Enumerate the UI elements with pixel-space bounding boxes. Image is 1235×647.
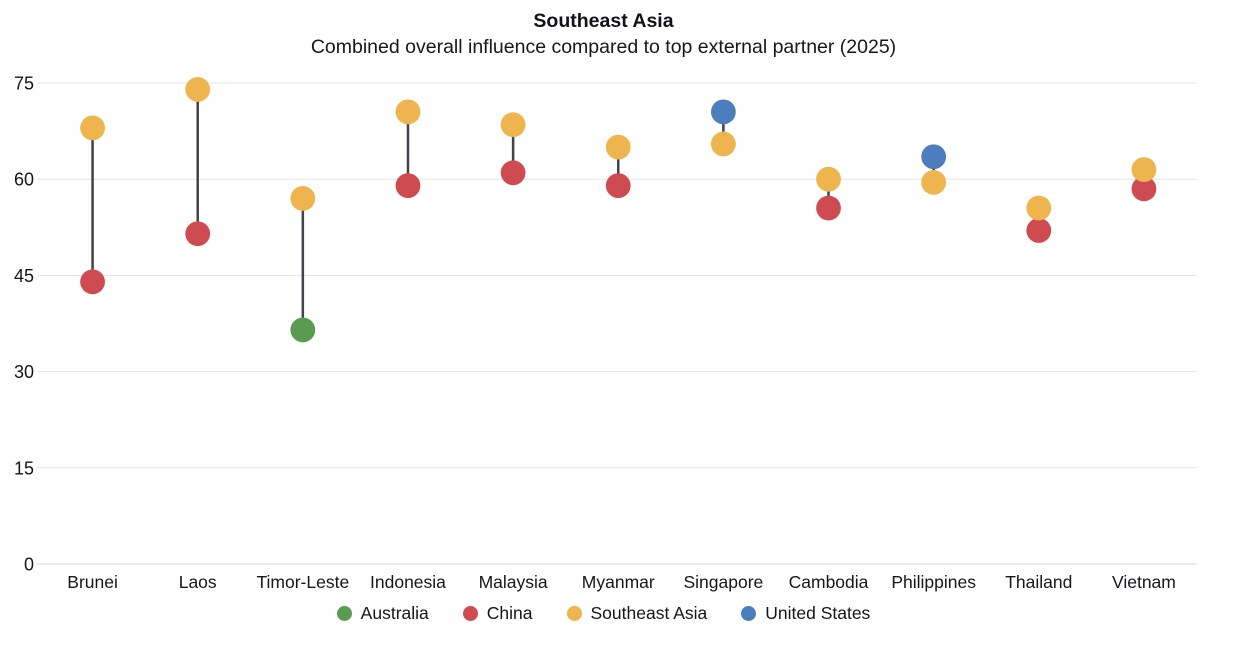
y-tick-label-30: 30: [14, 362, 34, 382]
legend-label: United States: [765, 603, 871, 623]
legend: Australia China Southeast Asia United State…: [0, 601, 1207, 625]
point-laos-southeast-asia[interactable]: [185, 77, 211, 102]
legend-item-australia[interactable]: Australia: [336, 601, 429, 625]
point-thailand-china[interactable]: [1026, 218, 1052, 243]
chart-subtitle: Combined overall influence compared to t…: [310, 36, 897, 58]
x-axis-label-cambodia: Cambodia: [789, 572, 869, 592]
point-brunei-southeast-asia[interactable]: [80, 115, 105, 141]
point-cambodia-china[interactable]: [816, 195, 841, 221]
legend-item-southeast-asia[interactable]: Southeast Asia: [566, 601, 708, 625]
point-laos-china[interactable]: [185, 221, 211, 247]
point-singapore-united-states[interactable]: [710, 99, 736, 125]
x-axis-label-thailand: Thailand: [1005, 572, 1072, 592]
x-axis-label-vietnam: Vietnam: [1112, 572, 1176, 592]
x-axis-label-singapore: Singapore: [683, 572, 763, 592]
x-axis-label-laos: Laos: [179, 572, 217, 592]
legend-item-china[interactable]: China: [462, 601, 533, 625]
legend-label: China: [486, 603, 533, 623]
point-philippines-southeast-asia[interactable]: [921, 170, 947, 195]
x-axis-label-philippines: Philippines: [891, 572, 976, 592]
point-indonesia-southeast-asia[interactable]: [395, 99, 421, 125]
point-vietnam-southeast-asia[interactable]: [1131, 157, 1157, 182]
point-timor-leste-southeast-asia[interactable]: [290, 186, 316, 211]
legend-item-united-states[interactable]: United States: [741, 601, 870, 625]
x-axis-label-brunei: Brunei: [67, 572, 118, 592]
point-vietnam-china[interactable]: [1131, 176, 1157, 202]
y-tick-label-15: 15: [14, 458, 34, 478]
legend-label: Australia: [360, 603, 429, 623]
point-brunei-china[interactable]: [80, 269, 105, 295]
y-tick-label-45: 45: [14, 266, 34, 286]
x-axis-label-timor-leste: Timor-Leste: [256, 572, 349, 592]
point-philippines-united-states[interactable]: [921, 144, 947, 170]
china-legend-dot-icon: [462, 605, 478, 621]
legend-label: Southeast Asia: [590, 603, 708, 623]
point-singapore-southeast-asia[interactable]: [710, 131, 736, 157]
x-axis-label-indonesia: Indonesia: [370, 572, 446, 592]
point-myanmar-china[interactable]: [605, 173, 631, 199]
y-tick-label-75: 75: [14, 74, 34, 94]
x-axis-label-myanmar: Myanmar: [582, 572, 655, 592]
australia-legend-dot-icon: [336, 605, 352, 621]
point-malaysia-china[interactable]: [500, 160, 526, 186]
southeast-asia-legend-dot-icon: [566, 605, 582, 621]
y-tick-label-60: 60: [14, 170, 34, 190]
point-indonesia-china[interactable]: [395, 173, 421, 199]
point-cambodia-southeast-asia[interactable]: [816, 166, 841, 192]
united-states-legend-dot-icon: [741, 605, 757, 621]
y-tick-label-0: 0: [24, 555, 34, 575]
point-timor-leste-australia[interactable]: [290, 317, 316, 343]
x-axis-label-malaysia: Malaysia: [479, 572, 548, 592]
chart-title: Southeast Asia: [533, 10, 674, 32]
point-myanmar-southeast-asia[interactable]: [605, 134, 631, 160]
point-malaysia-southeast-asia[interactable]: [500, 112, 526, 138]
point-thailand-southeast-asia[interactable]: [1026, 195, 1052, 221]
